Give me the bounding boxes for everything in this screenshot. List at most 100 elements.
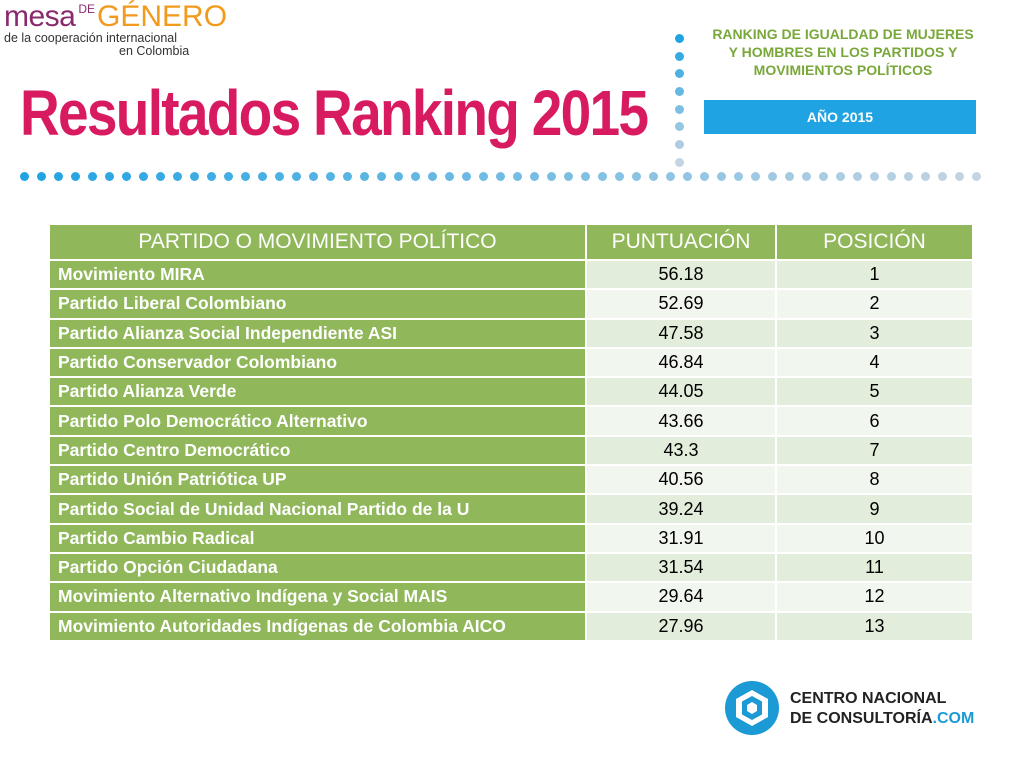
divider-dot — [581, 172, 590, 181]
score: 27.96 — [585, 610, 777, 642]
score: 39.24 — [585, 493, 777, 525]
score: 29.64 — [585, 581, 777, 613]
position: 8 — [775, 464, 974, 496]
divider-dot — [292, 172, 301, 181]
divider-dot — [156, 172, 165, 181]
party-name: Partido Polo Democrático Alternativo — [48, 405, 587, 437]
divider-dot — [717, 172, 726, 181]
mesa-de-genero-logo: mesa DEGÉNERO de la cooperación internaci… — [4, 0, 227, 59]
logo-de-text: DE — [78, 2, 96, 16]
position: 10 — [775, 522, 974, 554]
subtitle-line1: RANKING DE IGUALDAD DE MUJERES — [712, 26, 974, 42]
score: 52.69 — [585, 288, 777, 320]
score: 44.05 — [585, 376, 777, 408]
header-party: PARTIDO O MOVIMIENTO POLÍTICO — [48, 223, 587, 261]
divider-dot — [530, 172, 539, 181]
score: 31.91 — [585, 522, 777, 554]
divider-dot — [20, 172, 29, 181]
cnc-line1: CENTRO NACIONAL — [790, 690, 947, 707]
divider-dot — [683, 172, 692, 181]
cube-logo-icon — [725, 681, 779, 735]
score: 46.84 — [585, 346, 777, 379]
horizontal-dot-divider — [20, 168, 989, 181]
divider-dot — [139, 172, 148, 181]
table-row: Movimiento Alternativo Indígena y Social… — [48, 581, 974, 613]
table-row: Partido Liberal Colombiano 52.69 2 — [48, 288, 974, 320]
position: 13 — [775, 610, 974, 642]
divider-dot — [496, 172, 505, 181]
divider-dot — [122, 172, 131, 181]
table-row: Partido Conservador Colombiano 46.84 4 — [48, 346, 974, 379]
party-name: Partido Alianza Social Independiente ASI — [48, 317, 587, 349]
divider-dot — [88, 172, 97, 181]
position: 6 — [775, 405, 974, 437]
table-row: Partido Social de Unidad Nacional Partid… — [48, 493, 974, 525]
divider-dot — [921, 172, 930, 181]
divider-dot — [275, 172, 284, 181]
logo-mesa-text: mesa — [4, 0, 76, 33]
divider-dot — [675, 87, 684, 97]
divider-dot — [836, 172, 845, 181]
table-row: Partido Polo Democrático Alternativo 43.6… — [48, 405, 974, 437]
table-row: Partido Alianza Verde 44.05 5 — [48, 376, 974, 408]
divider-dot — [190, 172, 199, 181]
party-name: Partido Opción Ciudadana — [48, 551, 587, 584]
divider-dot — [938, 172, 947, 181]
divider-dot — [513, 172, 522, 181]
party-name: Partido Liberal Colombiano — [48, 288, 587, 320]
divider-dot — [241, 172, 250, 181]
divider-dot — [734, 172, 743, 181]
divider-dot — [547, 172, 556, 181]
page-title: Resultados Ranking 2015 — [20, 77, 649, 149]
score: 47.58 — [585, 317, 777, 349]
table-row: Partido Unión Patriótica UP 40.56 8 — [48, 464, 974, 496]
divider-dot — [207, 172, 216, 181]
party-name: Partido Unión Patriótica UP — [48, 464, 587, 496]
divider-dot — [54, 172, 63, 181]
divider-dot — [675, 122, 684, 132]
divider-dot — [598, 172, 607, 181]
table-row: Partido Centro Democrático 43.3 7 — [48, 434, 974, 467]
divider-dot — [675, 104, 684, 114]
position: 5 — [775, 376, 974, 408]
ranking-table: PARTIDO O MOVIMIENTO POLÍTICO PUNTUACIÓN… — [48, 223, 974, 642]
divider-dot — [751, 172, 760, 181]
position: 7 — [775, 434, 974, 467]
divider-dot — [675, 157, 684, 167]
divider-dot — [105, 172, 114, 181]
table-row: Partido Alianza Social Independiente ASI… — [48, 317, 974, 349]
score: 43.66 — [585, 405, 777, 437]
year-badge: AÑO 2015 — [704, 100, 976, 134]
ranking-subtitle: RANKING DE IGUALDAD DE MUJERES Y HOMBRES… — [698, 26, 988, 79]
divider-dot — [394, 172, 403, 181]
divider-dot — [343, 172, 352, 181]
table-header-row: PARTIDO O MOVIMIENTO POLÍTICO PUNTUACIÓN… — [48, 223, 974, 261]
party-name: Movimiento Autoridades Indígenas de Colo… — [48, 610, 587, 642]
party-name: Partido Cambio Radical — [48, 522, 587, 554]
divider-dot — [887, 172, 896, 181]
divider-dot — [37, 172, 46, 181]
divider-dot — [666, 172, 675, 181]
position: 12 — [775, 581, 974, 613]
divider-dot — [411, 172, 420, 181]
subtitle-line3: MOVIMIENTOS POLÍTICOS — [753, 61, 933, 78]
cnc-line2-main: DE CONSULTORÍA — [790, 710, 933, 727]
position: 2 — [775, 288, 974, 320]
divider-dot — [768, 172, 777, 181]
party-name: Movimiento Alternativo Indígena y Social… — [48, 581, 587, 613]
divider-dot — [632, 172, 641, 181]
table-row: Partido Opción Ciudadana 31.54 11 — [48, 551, 974, 584]
divider-dot — [615, 172, 624, 181]
logo-genero-text: GÉNERO — [97, 0, 228, 33]
logo-line2: de la cooperación internacional — [4, 31, 178, 45]
table-row: Movimiento MIRA 56.18 1 — [48, 258, 974, 291]
table-row: Partido Cambio Radical 31.91 10 — [48, 522, 974, 554]
party-name: Partido Social de Unidad Nacional Partid… — [48, 493, 587, 525]
divider-dot — [819, 172, 828, 181]
divider-dot — [377, 172, 386, 181]
divider-dot — [675, 34, 684, 43]
centro-nacional-consultoria-logo: CENTRO NACIONAL DE CONSULTORÍA.COM — [724, 680, 984, 736]
vertical-dot-divider — [675, 34, 685, 176]
divider-dot — [675, 69, 684, 79]
divider-dot — [173, 172, 182, 181]
